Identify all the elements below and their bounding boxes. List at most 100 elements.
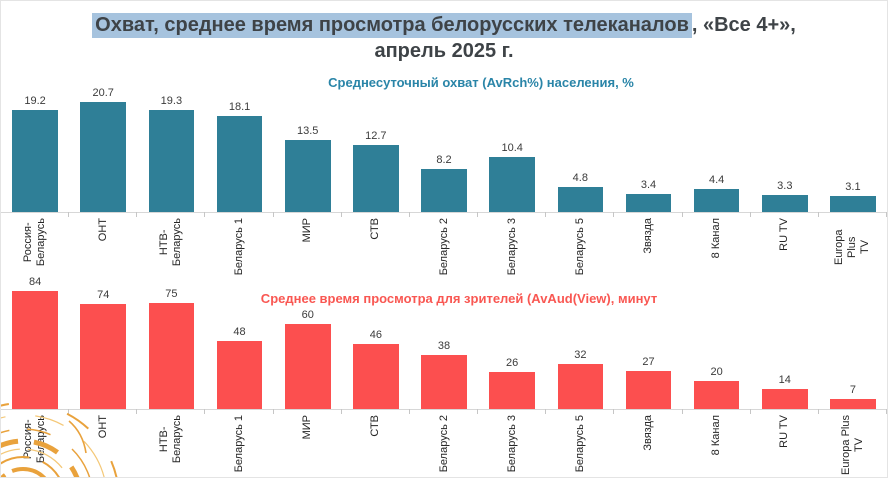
category-label: Europa Plus TV bbox=[833, 229, 872, 265]
bar-column: 38 Беларусь 2 bbox=[410, 276, 479, 477]
bar bbox=[693, 188, 740, 212]
bar-value-label: 46 bbox=[369, 328, 382, 341]
category-label: МИР bbox=[301, 218, 314, 243]
bar-wrap: 10.4 bbox=[478, 86, 546, 212]
category-label: RU TV bbox=[778, 415, 791, 448]
bar-value-label: 14 bbox=[778, 374, 791, 387]
bar-wrap: 74 bbox=[69, 276, 137, 409]
bar-wrap: 27 bbox=[614, 276, 682, 409]
bar-wrap: 84 bbox=[1, 276, 69, 409]
bar-wrap: 3.4 bbox=[614, 86, 682, 212]
bar bbox=[693, 380, 740, 409]
bar bbox=[353, 144, 399, 212]
title-line2: апрель 2025 г. bbox=[374, 40, 514, 62]
bar-wrap: 26 bbox=[478, 276, 546, 409]
bar-value-label: 10.4 bbox=[501, 141, 523, 154]
bar-column: 20.7 ОНТ bbox=[69, 86, 138, 276]
bar bbox=[489, 372, 535, 409]
bar bbox=[284, 140, 331, 212]
bar-column: 12.7 СТВ bbox=[342, 86, 411, 276]
bar-wrap: 20 bbox=[683, 276, 751, 409]
bar bbox=[80, 304, 127, 409]
viewtime-chart-title: Среднее время просмотра для зрителей (Av… bbox=[260, 291, 658, 306]
category-label: Беларусь 3 bbox=[505, 415, 518, 473]
bar-column: 20 8 Канал bbox=[683, 276, 751, 477]
bar-column: 84 Россия- Беларусь bbox=[1, 276, 70, 477]
category-label: Беларусь 1 bbox=[233, 415, 246, 473]
category-label: НТВ- Беларусь bbox=[158, 415, 184, 464]
bar bbox=[12, 291, 58, 409]
category-label: RU TV bbox=[778, 218, 791, 251]
bar bbox=[625, 370, 672, 409]
bar bbox=[557, 186, 604, 212]
bar-value-label: 4.8 bbox=[572, 171, 588, 184]
bar bbox=[761, 389, 808, 409]
bar-value-label: 38 bbox=[437, 340, 451, 353]
category-label: Россия- Беларусь bbox=[22, 218, 48, 267]
bar bbox=[12, 110, 58, 212]
bar-wrap: 14 bbox=[751, 276, 819, 409]
bar-column: 14 RU TV bbox=[751, 276, 820, 477]
bar bbox=[216, 115, 263, 212]
bar-wrap: 3.1 bbox=[819, 86, 887, 212]
bar-column: 8.2 Беларусь 2 bbox=[410, 86, 479, 276]
category-label: Звязда bbox=[641, 218, 654, 254]
bar-wrap: 12.7 bbox=[342, 86, 410, 212]
bar bbox=[148, 109, 195, 212]
bar-wrap: 32 bbox=[546, 276, 614, 409]
viewtime-chart-axis bbox=[1, 409, 887, 410]
bar-column: 19.3 НТВ- Беларусь bbox=[137, 86, 206, 276]
bar-column: 3.4 Звязда bbox=[614, 86, 683, 276]
page-title: Охват, среднее время просмотра белорусск… bbox=[1, 1, 887, 86]
bar-column: 32 Беларусь 5 bbox=[546, 276, 615, 477]
bar-value-label: 3.4 bbox=[640, 178, 657, 191]
bar-column: 26 Беларусь 3 bbox=[478, 276, 547, 477]
bar-column: 13.5 МИР bbox=[274, 86, 342, 276]
category-label: СТВ bbox=[369, 218, 382, 240]
bar-wrap: 18.1 bbox=[205, 86, 273, 212]
bar-value-label: 4.4 bbox=[708, 173, 725, 186]
category-label: Беларусь 2 bbox=[437, 218, 450, 276]
bar-value-label: 74 bbox=[97, 289, 110, 302]
title-highlight: Охват, среднее время просмотра белорусск… bbox=[92, 13, 692, 38]
bar-value-label: 27 bbox=[642, 355, 655, 368]
bar-value-label: 60 bbox=[301, 309, 314, 321]
bar-value-label: 48 bbox=[233, 326, 246, 338]
reach-chart: Среднесуточный охват (AvRch%) населения,… bbox=[1, 75, 887, 276]
reach-chart-title: Среднесуточный охват (AvRch%) населения,… bbox=[328, 75, 634, 90]
bar-column: 48 Беларусь 1 bbox=[205, 276, 274, 477]
viewtime-chart: Среднее время просмотра для зрителей (Av… bbox=[1, 276, 887, 477]
bar-value-label: 20.7 bbox=[92, 87, 114, 100]
bar bbox=[557, 363, 604, 409]
bar-column: 19.2 Россия- Беларусь bbox=[1, 86, 70, 276]
bar-value-label: 3.1 bbox=[845, 180, 861, 193]
bar-wrap: 19.3 bbox=[137, 86, 205, 212]
reach-chart-plot: 19.2 Россия- Беларусь 20.7 ОНТ 19.3 НТВ- Бела… bbox=[1, 86, 887, 276]
bar-value-label: 12.7 bbox=[365, 129, 387, 142]
bar bbox=[625, 193, 672, 212]
bar bbox=[489, 156, 535, 212]
bar-value-label: 19.3 bbox=[160, 94, 183, 107]
bar-column: 46 СТВ bbox=[342, 276, 411, 477]
bar-wrap: 13.5 bbox=[274, 86, 342, 212]
bar-column: 4.4 8 Канал bbox=[683, 86, 751, 276]
bar-wrap: 46 bbox=[342, 276, 410, 409]
bar bbox=[830, 195, 876, 212]
bar-column: 4.8 Беларусь 5 bbox=[546, 86, 615, 276]
category-label: МИР bbox=[301, 415, 314, 440]
bar-wrap: 8.2 bbox=[410, 86, 478, 212]
bar-wrap: 19.2 bbox=[1, 86, 69, 212]
bar-wrap: 7 bbox=[819, 276, 887, 409]
bar bbox=[830, 399, 876, 409]
bar-value-label: 13.5 bbox=[296, 125, 319, 138]
bar bbox=[284, 324, 331, 409]
bar-wrap: 20.7 bbox=[69, 86, 137, 212]
category-label: 8 Канал bbox=[710, 218, 723, 259]
category-label: ОНТ bbox=[96, 415, 109, 439]
bar bbox=[421, 168, 467, 212]
category-label: Беларусь 5 bbox=[573, 218, 586, 276]
reach-chart-axis bbox=[1, 212, 887, 213]
bar-wrap: 4.4 bbox=[683, 86, 751, 212]
bar-value-label: 7 bbox=[849, 384, 857, 397]
bar-value-label: 26 bbox=[506, 357, 519, 370]
